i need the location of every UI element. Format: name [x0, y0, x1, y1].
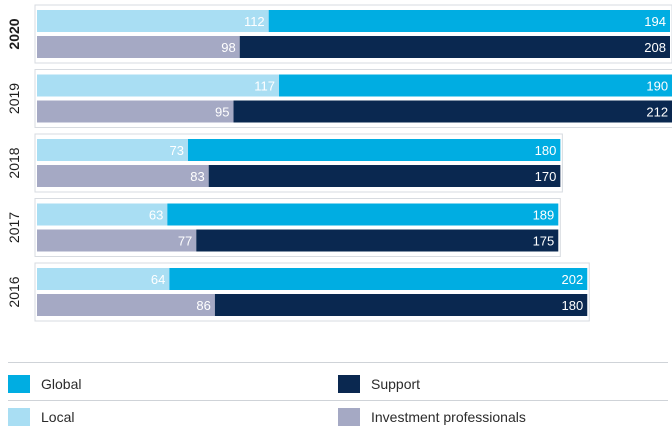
- year-2018-top-global-value: 180: [535, 143, 557, 158]
- year-2018-bottom-support-value: 170: [535, 169, 557, 184]
- year-2019-bottom-support-bar: [233, 100, 672, 123]
- year-2017-label: 2017: [6, 212, 22, 243]
- year-2020-top-local-value: 112: [244, 14, 265, 29]
- year-2020-bottom-support-bar: [239, 36, 670, 58]
- year-2016-bottom-investment-professionals-value: 86: [196, 298, 210, 313]
- year-2019-top-global-value: 190: [646, 79, 668, 94]
- year-2016-top-local-value: 64: [151, 272, 165, 287]
- legend-divider: [8, 400, 668, 401]
- legend-item-investment-professionals: Investment professionals: [338, 406, 526, 428]
- legend-swatch-support: [338, 375, 360, 393]
- year-2016-bottom-support-bar: [214, 294, 588, 316]
- chart-legend: Global Support Local Investment professi…: [0, 362, 672, 427]
- year-2017-top-local-value: 63: [149, 208, 163, 223]
- year-2018-label: 2018: [6, 147, 22, 178]
- year-2020-label: 2020: [6, 18, 22, 49]
- year-2016-top-global-value: 202: [562, 272, 584, 287]
- year-2019-top-global-bar: [279, 74, 672, 97]
- legend-divider: [8, 362, 668, 363]
- legend-label-investment-professionals: Investment professionals: [371, 409, 526, 425]
- year-2020-top-global-bar: [268, 10, 670, 32]
- year-2019-bottom-investment-professionals-bar: [37, 100, 234, 123]
- legend-swatch-investment-professionals: [338, 408, 360, 426]
- year-2018-top-global-bar: [188, 139, 561, 161]
- legend-swatch-global: [8, 375, 30, 393]
- year-2017-bottom-support-bar: [196, 229, 559, 252]
- year-2017-bottom-investment-professionals-value: 77: [178, 234, 192, 249]
- legend-label-global: Global: [41, 376, 82, 392]
- year-2016-bottom-support-value: 180: [562, 298, 584, 313]
- year-2019-label: 2019: [6, 83, 22, 114]
- year-2016-top-local-bar: [37, 268, 170, 290]
- year-2018-bottom-investment-professionals-value: 83: [190, 169, 204, 184]
- year-2016-bottom-investment-professionals-bar: [37, 294, 215, 316]
- legend-item-support: Support: [338, 373, 420, 395]
- legend-item-local: Local: [8, 406, 74, 428]
- year-2019-top-local-value: 117: [254, 79, 275, 94]
- year-2016-label: 2016: [6, 276, 22, 307]
- year-2018-bottom-investment-professionals-bar: [37, 165, 209, 187]
- year-2020-bottom-support-value: 208: [644, 40, 666, 55]
- year-2017-top-local-bar: [37, 203, 168, 226]
- year-2020-bottom-investment-professionals-value: 98: [221, 40, 235, 55]
- legend-item-global: Global: [8, 373, 81, 395]
- year-2018-top-local-value: 73: [170, 143, 184, 158]
- year-2020-top-global-value: 194: [644, 14, 666, 29]
- legend-swatch-local: [8, 408, 30, 426]
- year-2017-bottom-investment-professionals-bar: [37, 229, 197, 252]
- year-2016-top-global-bar: [169, 268, 588, 290]
- year-2017-top-global-value: 189: [533, 208, 555, 223]
- year-2019-bottom-investment-professionals-value: 95: [215, 105, 229, 120]
- year-2018-top-local-bar: [37, 139, 189, 161]
- year-2017-top-global-bar: [167, 203, 559, 226]
- year-2018-bottom-support-bar: [208, 165, 561, 187]
- year-2020-bottom-investment-professionals-bar: [37, 36, 240, 58]
- year-2019-bottom-support-value: 212: [646, 105, 668, 120]
- year-2019-top-local-bar: [37, 74, 280, 97]
- legend-label-local: Local: [41, 409, 75, 425]
- year-2020-top-local-bar: [37, 10, 269, 32]
- legend-label-support: Support: [371, 376, 421, 392]
- year-2017-bottom-support-value: 175: [533, 234, 555, 249]
- stacked-bar-chart: 112 194 98 208 2020 117 190 95 212 2019 73 180 83 170…: [6, 4, 672, 322]
